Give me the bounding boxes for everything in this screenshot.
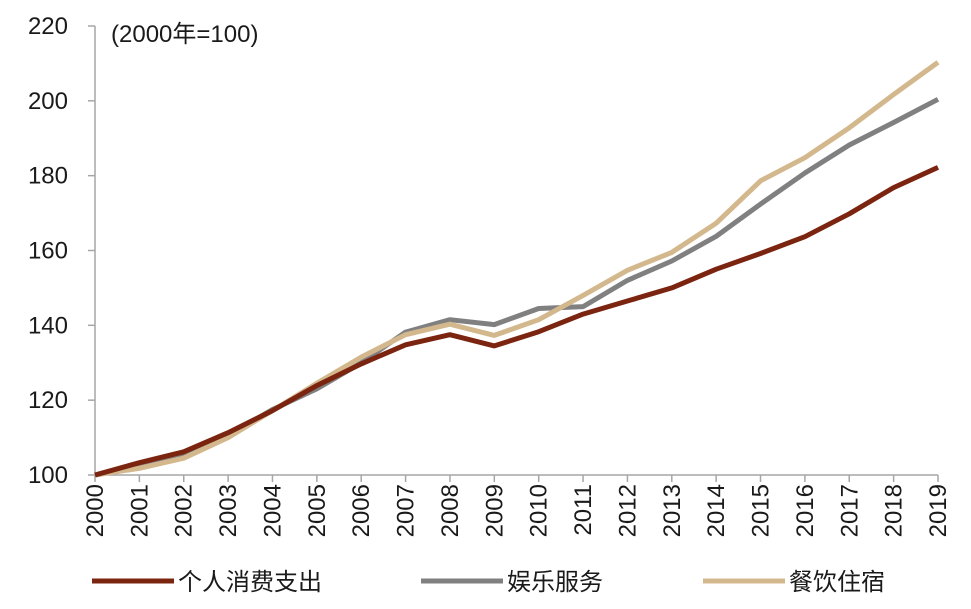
x-tick-label: 2012 [614,484,641,537]
series-line-2 [94,60,940,478]
legend-label-1: 娱乐服务 [507,568,603,596]
x-tick-label: 2014 [703,484,730,537]
legend: 个人消费支出 娱乐服务 餐饮住宿 [92,568,885,596]
x-tick-label: 2007 [393,484,420,537]
x-tick-label: 2015 [748,484,775,537]
y-tick-label: 220 [28,13,68,40]
x-tick-label: 2001 [126,484,153,537]
x-tick-label: 2018 [881,484,908,537]
x-tick-label: 2008 [437,484,464,537]
x-tick-label: 2019 [925,484,952,537]
y-tick-label: 160 [28,238,68,265]
x-tick-label: 2013 [659,484,686,537]
x-tick-label: 2003 [215,484,242,537]
legend-label-2: 餐饮住宿 [789,568,885,596]
x-tick-label: 2017 [836,484,863,537]
x-tick-label: 2009 [481,484,508,537]
y-tick-label: 200 [28,88,68,115]
y-tick-label: 100 [28,462,68,489]
x-tick-label: 2006 [348,484,375,537]
legend-label-0: 个人消费支出 [178,568,322,596]
chart-annotation: (2000年=100) [111,21,258,48]
y-tick-label: 180 [28,163,68,190]
x-tick-label: 2010 [526,484,553,537]
x-tick-label: 2002 [171,484,198,537]
y-tick-label: 140 [28,312,68,339]
x-tick-label: 2005 [304,484,331,537]
x-tick-label: 2004 [259,484,286,537]
axes: 100 120 140 160 180 200 220 2000 2001 2002 2003 200… [28,13,952,537]
x-tick-label: 2011 [570,484,597,536]
x-tick-label: 2016 [792,484,819,537]
series-line-0 [94,165,940,478]
x-tick-label: 2000 [82,484,109,537]
y-tick-label: 120 [28,387,68,414]
series-lines [94,60,940,478]
